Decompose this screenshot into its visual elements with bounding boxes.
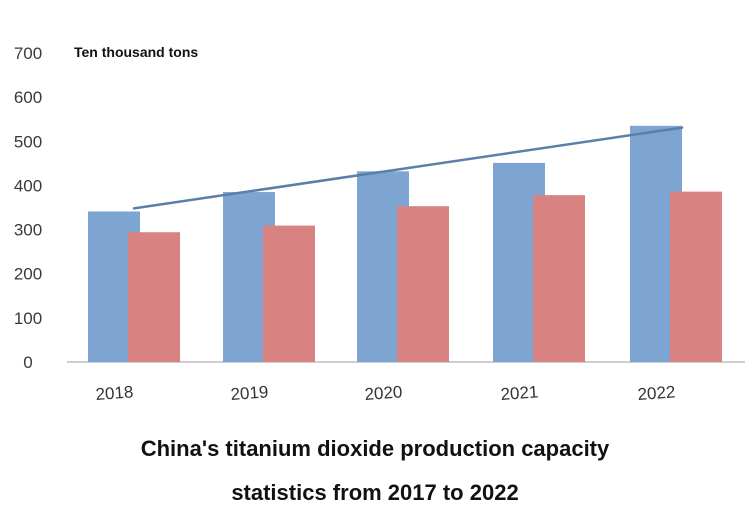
y-tick-label: 600 bbox=[14, 88, 42, 107]
x-tick-label: 2020 bbox=[364, 382, 403, 404]
y-tick-label: 0 bbox=[23, 353, 32, 372]
x-tick-label: 2021 bbox=[500, 382, 539, 404]
y-tick-label: 100 bbox=[14, 309, 42, 328]
x-tick-label: 2022 bbox=[637, 382, 676, 404]
x-axis-ticks: 2018 2019 2020 2021 2022 bbox=[95, 382, 676, 404]
trend-line-group bbox=[132, 126, 684, 210]
bar-chart: 0 100 200 300 400 500 600 700 Ten thousand tons… bbox=[14, 44, 745, 404]
y-tick-label: 400 bbox=[14, 176, 42, 195]
y-tick-label: 300 bbox=[14, 221, 42, 240]
trend-line bbox=[132, 126, 684, 210]
unit-label: Ten thousand tons bbox=[74, 44, 198, 60]
bar-series-2-2019 bbox=[263, 225, 315, 362]
caption-line-1: China's titanium dioxide production capa… bbox=[140, 436, 610, 461]
y-tick-label: 200 bbox=[14, 265, 42, 284]
x-tick-label: 2019 bbox=[230, 382, 269, 404]
y-axis-ticks: 0 100 200 300 400 500 600 700 bbox=[14, 44, 42, 372]
y-tick-label: 700 bbox=[14, 44, 42, 63]
x-tick-label: 2018 bbox=[95, 382, 134, 404]
bar-marks bbox=[88, 125, 722, 362]
bar-series-2-2020 bbox=[397, 206, 449, 362]
bar-series-2-2021 bbox=[533, 195, 585, 362]
caption-line-2: statistics from 2017 to 2022 bbox=[231, 480, 519, 505]
y-tick-label: 500 bbox=[14, 132, 42, 151]
bar-series-2-2018 bbox=[128, 232, 180, 362]
bar-series-2-2022 bbox=[670, 191, 722, 362]
